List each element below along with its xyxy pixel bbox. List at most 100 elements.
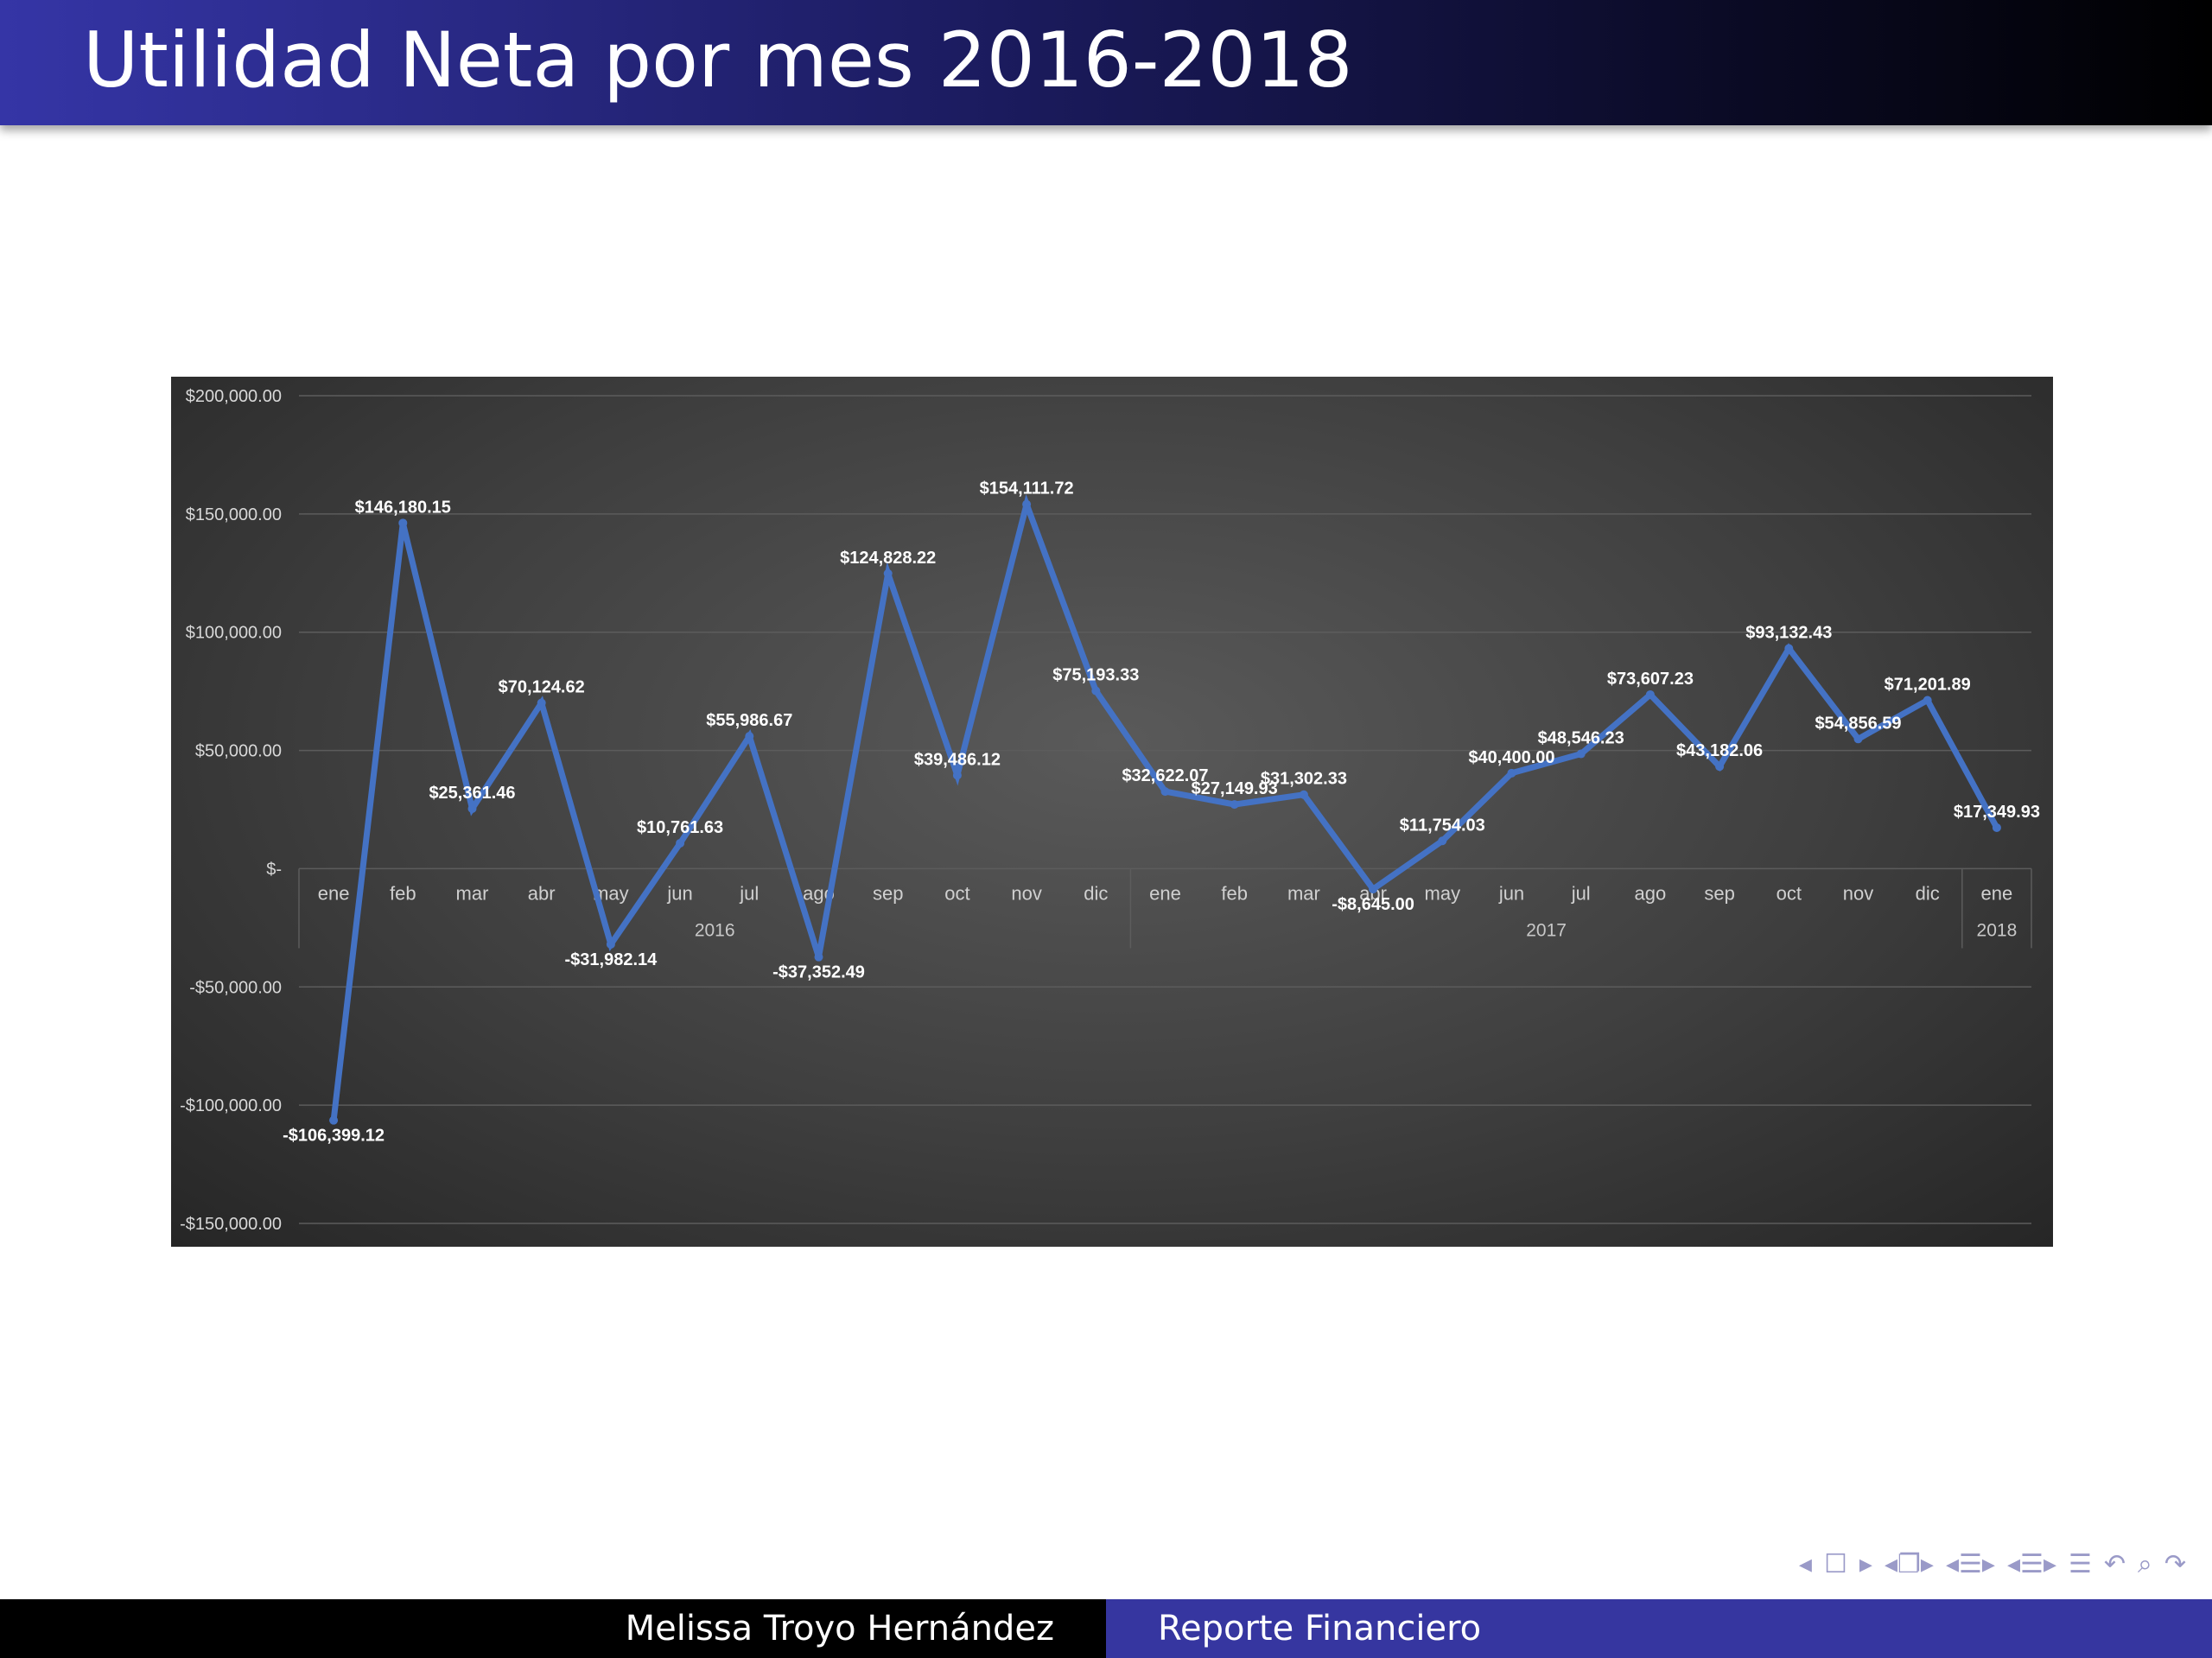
y-tick-label: -$50,000.00 [189,978,282,997]
data-point [1091,686,1101,696]
data-point [676,838,685,848]
y-tick-label: $- [266,860,282,879]
y-tick-label: -$100,000.00 [180,1096,282,1115]
line-chart: $200,000.00 $150,000.00 $100,000.00 $50,000… [180,387,2040,1234]
search-icon[interactable]: ⌕ [2138,1548,2152,1579]
data-label: $32,622.07 [1122,766,1208,785]
data-point [1784,644,1794,653]
y-tick-label: -$150,000.00 [180,1215,282,1234]
data-point [537,698,546,708]
nav-prev-icon[interactable]: ◂ [1798,1548,1812,1579]
x-tick-label: dic [1916,882,1940,904]
data-point [1853,734,1863,744]
data-label: $25,361.46 [429,784,515,803]
x-tick-label: oct [944,882,969,904]
footer-author: Melissa Troyo Hernández [0,1599,1106,1658]
nav-next-icon[interactable]: ▸ [1859,1548,1872,1579]
data-point [329,1115,339,1125]
y-tick-label: $150,000.00 [186,505,282,524]
data-point [952,771,962,780]
data-label: $48,546.23 [1538,729,1624,748]
data-label: -$106,399.12 [283,1127,385,1146]
data-label: $39,486.12 [914,750,1001,769]
data-point [1645,689,1655,699]
data-label: -$8,645.00 [1332,895,1414,914]
x-tick-label: jun [1498,882,1524,904]
data-point [1992,823,2001,832]
back-icon[interactable]: ↶ [2103,1548,2126,1579]
data-label: $31,302.33 [1261,770,1347,789]
x-tick-label: jun [666,882,692,904]
section-icon[interactable]: ◂☰▸ [1945,1548,1995,1579]
align-icon[interactable]: ☰ [2069,1548,2092,1579]
footer-title: Reporte Financiero [1106,1599,2212,1658]
year-label: 2016 [695,920,735,940]
x-tick-label: jul [1571,882,1591,904]
forward-icon[interactable]: ↷ [2164,1548,2186,1579]
data-label: $146,180.15 [355,498,451,517]
x-tick-label: mar [1287,882,1320,904]
data-point [1576,749,1586,759]
data-point [398,518,408,528]
data-label: $54,856.59 [1815,714,1901,733]
x-tick-label: sep [873,882,903,904]
x-tick-label: oct [1777,882,1802,904]
x-tick-label: nov [1011,882,1041,904]
data-label: $17,349.93 [1954,803,2040,822]
x-tick-label: ene [1981,882,2013,904]
data-label: $73,607.23 [1607,670,1694,689]
data-label: $154,111.72 [980,480,1074,499]
data-point [1022,499,1032,509]
data-point [1299,790,1308,799]
x-tick-label: dic [1084,882,1108,904]
data-point [745,732,754,741]
data-label: $27,149.93 [1192,779,1278,798]
series-line [330,493,1999,1121]
footer: Melissa Troyo Hernández Reporte Financie… [0,1599,2212,1658]
data-point [606,939,615,949]
data-label: $40,400.00 [1468,748,1554,767]
data-label: $11,754.03 [1400,816,1485,835]
slide-title: Utilidad Neta por mes 2016-2018 [83,16,1353,105]
data-label: $70,124.62 [499,677,585,696]
x-tick-label: sep [1704,882,1734,904]
x-tick-label: ene [1149,882,1181,904]
title-bar: Utilidad Neta por mes 2016-2018 [0,0,2212,125]
x-tick-label: ene [318,882,350,904]
data-label: $93,132.43 [1745,624,1832,643]
data-point [883,569,893,578]
x-tick-label: feb [1221,882,1248,904]
year-label: 2018 [1977,920,2018,940]
data-label: $55,986.67 [706,711,792,730]
x-tick-label: nov [1843,882,1873,904]
x-tick-label: mar [456,882,489,904]
subsection-icon[interactable]: ◂❐▸ [1884,1548,1934,1579]
x-tick-label: ago [1635,882,1667,904]
x-tick-label: may [1425,882,1461,904]
data-point [1923,696,1932,705]
y-tick-label: $100,000.00 [186,624,282,643]
data-point [1160,787,1170,797]
data-point [467,804,477,814]
data-label: $124,828.22 [840,549,936,568]
data-label: $10,761.63 [637,818,723,837]
x-tick-label: feb [390,882,416,904]
data-point [1230,800,1239,810]
y-tick-label: $50,000.00 [195,742,282,761]
data-point [1369,885,1378,894]
data-label: -$31,982.14 [565,950,658,969]
data-label: $71,201.89 [1885,676,1971,695]
subsubsection-icon[interactable]: ◂☰▸ [2006,1548,2056,1579]
x-tick-label: abr [528,882,556,904]
data-label: $43,182.06 [1676,741,1763,760]
year-label: 2017 [1526,920,1567,940]
data-label: -$37,352.49 [772,963,865,982]
y-tick-label: $200,000.00 [186,387,282,406]
data-point [1438,836,1447,846]
chart-area: $200,000.00 $150,000.00 $100,000.00 $50,000… [171,377,2053,1247]
data-point [1507,768,1516,778]
beamer-navigation: ◂ ☐ ▸ ◂❐▸ ◂☰▸ ◂☰▸ ☰ ↶ ⌕ ↷ [1799,1547,2186,1581]
x-tick-label: jul [739,882,759,904]
frame-icon[interactable]: ☐ [1823,1548,1847,1579]
data-point [814,952,823,962]
